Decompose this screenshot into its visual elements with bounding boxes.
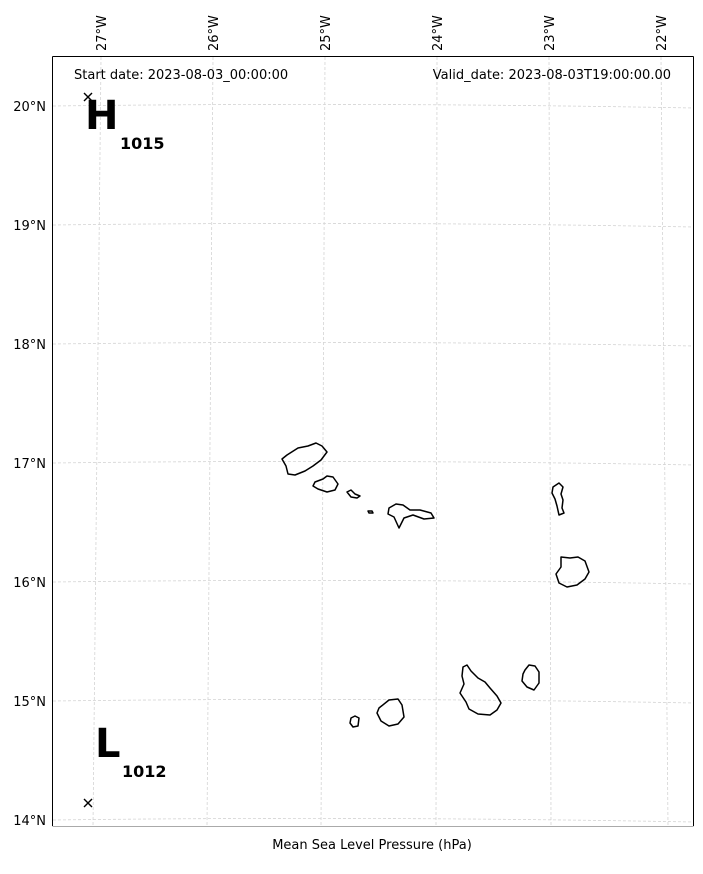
coastlines [281,442,590,728]
map-frame [52,56,694,827]
low-pressure-center: L 1012 [83,721,167,808]
x-axis-label: Mean Sea Level Pressure (hPa) [272,838,472,853]
low-pressure-value: 1012 [122,762,167,781]
high-pressure-value: 1015 [120,134,165,153]
lon-tick-22w: 22°W [655,15,670,51]
lon-tick-24w: 24°W [431,15,446,51]
island-boa-vista [555,556,590,588]
lat-tick-18n: 18°N [13,338,46,353]
high-pressure-label: H [85,93,118,139]
island-raso [367,510,374,514]
longitude-ticks: 27°W 26°W 25°W 24°W 23°W 22°W [95,15,670,51]
lon-tick-25w: 25°W [319,15,334,51]
lat-tick-16n: 16°N [13,576,46,591]
gridlines [52,56,694,827]
lat-tick-19n: 19°N [13,219,46,234]
latitude-ticks: 20°N 19°N 18°N 17°N 16°N 15°N 14°N [13,100,46,829]
island-sao-nicolau [387,503,435,529]
island-sal [551,482,565,516]
lat-tick-14n: 14°N [13,814,46,829]
lon-tick-27w: 27°W [95,15,110,51]
island-brava [349,715,360,728]
island-santa-luzia [346,489,361,499]
lon-tick-23w: 23°W [543,15,558,51]
lat-tick-17n: 17°N [13,457,46,472]
start-date-label: Start date: 2023-08-03_00:00:00 [74,68,288,83]
lat-tick-20n: 20°N [13,100,46,115]
low-pressure-label: L [95,721,121,767]
lat-tick-15n: 15°N [13,695,46,710]
valid-date-label: Valid_date: 2023-08-03T19:00:00.00 [433,68,671,83]
lon-tick-26w: 26°W [207,15,222,51]
island-maio [521,664,540,691]
island-santiago [459,664,502,716]
island-santo-antao [281,442,328,476]
island-fogo [376,698,405,727]
high-pressure-center: H 1015 [83,92,165,153]
island-sao-vicente [312,475,339,493]
